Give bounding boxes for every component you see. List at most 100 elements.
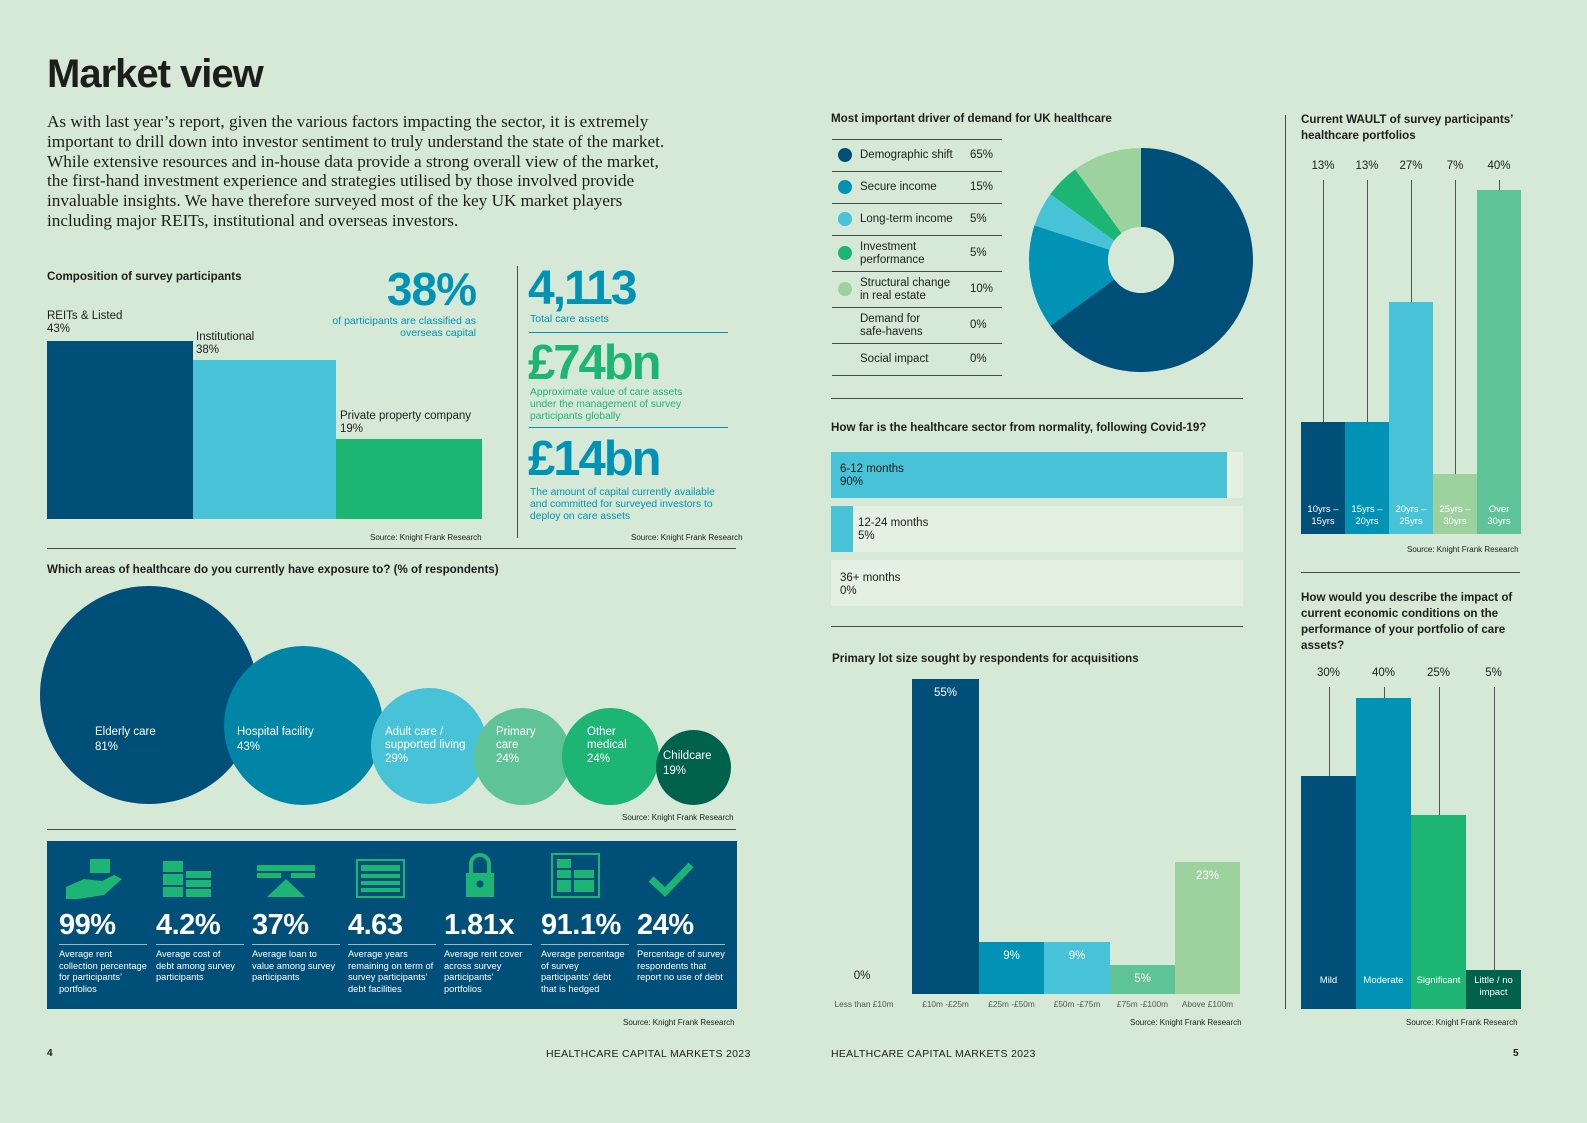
lot-value-label: 9% <box>1068 950 1086 963</box>
exposure-circle-elderly-care: Elderly care 81% <box>40 586 258 804</box>
kpi-divider <box>444 944 532 945</box>
kpi-divider <box>541 944 629 945</box>
composition-bar-private <box>336 439 482 519</box>
kpi-label: Average loan to value among survey parti… <box>252 949 336 983</box>
wault-bar <box>1345 422 1389 534</box>
impact-bar <box>1301 775 1356 1009</box>
impact-bar <box>1411 814 1466 1009</box>
impact-source: Source: Knight Frank Research <box>1406 1018 1518 1027</box>
donut-slice <box>1029 225 1115 326</box>
lot-value-label: 23% <box>1195 870 1220 883</box>
kpi-value: 37% <box>252 909 309 941</box>
wault-leader-line <box>1411 180 1412 302</box>
section-rule-5 <box>1301 572 1520 573</box>
impact-value-label: 30% <box>1316 667 1341 679</box>
wault-source: Source: Knight Frank Research <box>1407 545 1519 554</box>
impact-leader-line <box>1383 687 1385 698</box>
lot-source: Source: Knight Frank Research <box>1130 1018 1242 1027</box>
page-number-left: 4 <box>47 1048 53 1059</box>
section-rule-3 <box>831 398 1243 399</box>
kpi-panel: 99% 4.2% 37% 4.63 1.81x 91.1% 24% Averag… <box>47 841 737 1009</box>
lot-tick-label: Above £100m <box>1181 999 1234 1009</box>
value-14bn-label: The amount of capital currently availabl… <box>530 487 715 522</box>
lot-bar <box>1044 942 1110 994</box>
wault-category-label: 15yrs – 20yrs <box>1351 504 1383 527</box>
legend-swatch <box>838 148 852 162</box>
composition-label-private: Private property company 19% <box>340 410 472 435</box>
stats-rule-1 <box>529 332 728 333</box>
wault-value-label: 13% <box>1355 160 1379 172</box>
exposure-circle-childcare: Childcare 19% <box>656 730 731 805</box>
composition-title: Composition of survey participants <box>47 270 242 283</box>
wault-bar <box>1389 301 1433 534</box>
wault-bar <box>1301 422 1345 534</box>
wault-leader-line <box>1455 180 1456 474</box>
wault-category-label: 25yrs – 30yrs <box>1439 504 1471 527</box>
hand-money-icon <box>66 859 122 899</box>
overseas-stat-value: 38% <box>386 263 477 315</box>
section-rule-2 <box>47 829 736 830</box>
donut-slice <box>1050 169 1122 241</box>
wault-leader-line <box>1323 180 1324 423</box>
kpi-value: 4.63 <box>348 909 403 941</box>
wault-value-label: 40% <box>1487 160 1511 172</box>
normality-bar <box>831 506 853 552</box>
impact-leader-line <box>1328 687 1330 776</box>
lot-value-label: 9% <box>1003 950 1020 963</box>
demand-driver-title: Most important driver of demand for UK h… <box>831 112 1112 125</box>
lot-value-label: 0% <box>853 970 871 982</box>
running-title-right: HEALTHCARE CAPITAL MARKETS 2023 <box>831 1048 1036 1060</box>
composition-label-reits: REITs & Listed 43% <box>47 310 123 335</box>
lot-tick-label: £10m -£25m <box>922 999 969 1009</box>
page-title: Market view <box>47 52 264 96</box>
care-assets-value: 4,113 <box>528 262 637 315</box>
lot-tick-label: £25m -£50m <box>988 999 1035 1009</box>
legend-swatch <box>838 180 852 194</box>
impact-value-label: 25% <box>1426 667 1451 679</box>
running-title-left: HEALTHCARE CAPITAL MARKETS 2023 <box>546 1048 751 1060</box>
checkmark-icon <box>648 862 694 897</box>
wault-value-label: 7% <box>1446 160 1464 172</box>
kpi-value: 24% <box>637 909 694 941</box>
lot-value-label: 55% <box>933 687 958 699</box>
lot-bar <box>1175 862 1240 994</box>
impact-category-label: Significant <box>1416 975 1461 986</box>
intro-text: As with last year’s report, given the va… <box>47 112 665 230</box>
composition-bar-reits <box>47 341 193 519</box>
value-74bn: £74bn <box>528 336 662 390</box>
normality-label: 36+ months 0% <box>840 572 901 597</box>
kpi-label: Average rent cover across survey partici… <box>444 949 523 994</box>
kpi-value: 91.1% <box>541 909 621 941</box>
legend-item: Secure income 15% <box>832 172 1002 204</box>
impact-leader-line <box>1438 687 1440 815</box>
padlock-icon <box>466 853 494 897</box>
impact-title: How would you describe the impact of cur… <box>1301 591 1513 652</box>
wault-category-label: 10yrs – 15yrs <box>1307 504 1339 527</box>
normality-bar <box>831 452 1227 498</box>
donut-hole <box>1108 227 1174 293</box>
page-number-right: 5 <box>1513 1048 1519 1059</box>
impact-bar <box>1356 698 1411 1009</box>
column-divider <box>1285 115 1286 1009</box>
lot-tick-label: £50m -£75m <box>1053 999 1101 1009</box>
wault-title: Current WAULT of survey participants’ he… <box>1301 113 1513 142</box>
legend-item: Demand for safe-havens 0% <box>832 308 1002 344</box>
lot-value-label: 5% <box>1134 973 1151 986</box>
kpi-divider <box>348 944 436 945</box>
kpi-label: Average rent collection percentage for p… <box>59 949 147 994</box>
normality-track <box>831 560 1243 606</box>
exposure-title: Which areas of healthcare do you current… <box>47 563 499 576</box>
kpi-value: 1.81x <box>444 909 515 941</box>
buildings-icon <box>163 861 211 897</box>
calendar-icon <box>356 859 405 898</box>
wault-value-label: 27% <box>1399 160 1423 172</box>
kpi-label: Percentage of survey respondents that re… <box>637 949 725 983</box>
kpi-label: Average years remaining on term of surve… <box>348 949 434 994</box>
overseas-stat-label: of participants are classified as overse… <box>332 315 476 339</box>
impact-category-label: Moderate <box>1363 975 1404 986</box>
legend-item: Long-term income 5% <box>832 204 1002 236</box>
impact-bar <box>1466 970 1521 1009</box>
wault-leader-line <box>1367 180 1368 423</box>
exposure-circle-hospital-facility: Hospital facility 43% <box>224 646 383 805</box>
legend-item: Investment performance 5% <box>832 236 1002 272</box>
